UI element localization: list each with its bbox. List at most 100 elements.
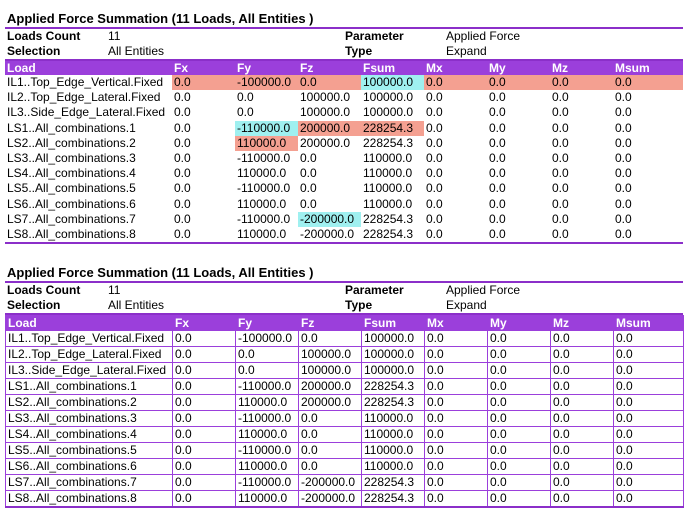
value-cell-fx: 0.0: [174, 120, 191, 135]
table-row: LS5..All_combinations.5 0.0 -110000.0 0.0 11…: [5, 181, 683, 196]
value-cell-mz: 0.0: [552, 196, 569, 211]
force-table-bordered: Load Fx Fy Fz Fsum Mx My Mz Msum IL1..Top_Edge_V…: [5, 315, 684, 508]
value-cell-my: 0.0: [489, 181, 506, 196]
value-cell-fy: -110000.0: [237, 211, 291, 226]
value-cell-fsum: 100000.0: [363, 105, 414, 120]
value-cell-fsum: 228254.3: [361, 490, 425, 508]
loads-count-value: 11: [108, 283, 121, 297]
value-cell-my: 0.0: [489, 196, 506, 211]
loads-count-label: Loads Count: [7, 29, 81, 43]
loads-count-value: 11: [108, 29, 121, 43]
value-cell-my: 0.0: [489, 226, 506, 241]
table-row: LS3..All_combinations.3 0.0 -110000.0 0.0 11…: [5, 151, 683, 166]
value-cell-fx: 0.0: [174, 166, 191, 181]
value-cell-mx: 0.0: [426, 90, 443, 105]
value-cell-fy: -110000.0: [237, 181, 291, 196]
table-row: IL2..Top_Edge_Lateral.Fixed 0.0 0.0 100000.…: [5, 90, 683, 105]
value-cell-fy: 0.0: [235, 346, 299, 363]
value-cell-mx: 0.0: [426, 211, 443, 226]
table-header-row: Load Fx Fy Fz Fsum Mx My Mz Msum: [5, 61, 683, 75]
value-cell-msum: 0.0: [615, 211, 632, 226]
load-name-cell: LS2..All_combinations.2: [5, 394, 173, 411]
value-cell-fx: 0.0: [174, 181, 191, 196]
column-header-fy: Fy: [235, 61, 298, 75]
load-name-cell: LS6..All_combinations.6: [5, 458, 173, 475]
column-header-my: My: [487, 315, 551, 331]
report-meta: Loads Count 11 Selection All Entities Pa…: [5, 29, 683, 61]
value-cell-mx: 0.0: [426, 166, 443, 181]
value-cell-fy: -110000.0: [237, 151, 291, 166]
load-name-cell: IL1..Top_Edge_Vertical.Fixed: [7, 75, 164, 90]
column-header-fx: Fx: [172, 61, 235, 75]
value-cell-fz: 0.0: [298, 410, 362, 427]
value-cell-fy: 0.0: [237, 105, 254, 120]
value-cell-fz: 200000.0: [300, 135, 351, 150]
value-cell-fy: 110000.0: [235, 394, 299, 411]
value-cell-mx: 0.0: [426, 120, 443, 135]
column-header-load: Load: [5, 315, 173, 331]
value-cell-msum: 0.0: [613, 394, 684, 411]
value-cell-fx: 0.0: [172, 474, 236, 491]
value-cell-fz: 100000.0: [298, 346, 362, 363]
value-cell-my: 0.0: [487, 346, 551, 363]
value-cell-fx: 0.0: [174, 135, 191, 150]
table-row: LS4..All_combinations.4 0.0 110000.0 0.0 110…: [5, 166, 683, 181]
value-cell-fy: -100000.0: [235, 330, 299, 347]
value-cell-mz: 0.0: [550, 378, 614, 395]
load-name-cell: IL3..Side_Edge_Lateral.Fixed: [7, 105, 166, 120]
table-row: LS2..All_combinations.2 0.0 110000.0 200000…: [5, 135, 683, 151]
value-cell-fz: 0.0: [300, 196, 317, 211]
value-cell-mz: 0.0: [552, 90, 569, 105]
value-cell-mz: 0.0: [550, 346, 614, 363]
value-cell-fx: 0.0: [172, 426, 236, 443]
load-name-cell: LS2..All_combinations.2: [7, 135, 136, 150]
column-header-msum: Msum: [613, 61, 683, 75]
value-cell-mz: 0.0: [552, 181, 569, 196]
value-cell-fx: 0.0: [172, 458, 236, 475]
value-cell-mz: 0.0: [550, 362, 614, 379]
value-cell-msum: 0.0: [613, 362, 684, 379]
value-cell-mz: 0.0: [552, 120, 569, 135]
value-cell-mx: 0.0: [424, 378, 488, 395]
value-cell-fsum: 110000.0: [361, 458, 425, 475]
value-cell-fz: 0.0: [298, 330, 362, 347]
table-row: IL1..Top_Edge_Vertical.Fixed 0.0 -100000.0…: [5, 330, 684, 347]
value-cell-mz: 0.0: [550, 442, 614, 459]
parameter-value: Applied Force: [446, 283, 521, 297]
parameter-value: Applied Force: [446, 29, 521, 43]
value-cell-msum: 0.0: [615, 226, 632, 241]
value-cell-fx: 0.0: [172, 346, 236, 363]
value-cell-my: 0.0: [489, 120, 506, 135]
value-cell-msum: 0.0: [613, 378, 684, 395]
table-row: IL1..Top_Edge_Vertical.Fixed 0.0 -100000.0…: [5, 75, 683, 91]
value-cell-fz: 0.0: [298, 426, 362, 443]
value-cell-mz: 0.0: [552, 105, 569, 120]
value-cell-fsum: 228254.3: [361, 378, 425, 395]
value-cell-fz: 0.0: [298, 458, 362, 475]
table-row: LS8..All_combinations.8 0.0 110000.0 -20000…: [5, 490, 684, 508]
value-cell-fx: 0.0: [172, 362, 236, 379]
report-title: Applied Force Summation (11 Loads, All E…: [5, 264, 683, 283]
value-cell-mz: 0.0: [550, 410, 614, 427]
value-cell-fsum: 110000.0: [363, 166, 413, 181]
value-cell-fsum: 110000.0: [363, 181, 413, 196]
value-cell-mz: 0.0: [552, 151, 569, 166]
value-cell-fz: 100000.0: [298, 362, 362, 379]
value-cell-mx: 0.0: [426, 181, 443, 196]
value-cell-mz: 0.0: [552, 135, 569, 150]
value-cell-fz: 200000.0: [298, 378, 362, 395]
column-header-mz: Mz: [550, 315, 614, 331]
type-label: Type: [345, 298, 373, 312]
value-cell-fz: 100000.0: [300, 90, 351, 105]
load-name-cell: LS6..All_combinations.6: [7, 196, 136, 211]
value-cell-msum: 0.0: [615, 196, 632, 211]
value-cell-msum: 0.0: [615, 166, 632, 181]
value-cell-mz: 0.0: [550, 474, 614, 491]
value-cell-fy: -110000.0: [235, 378, 299, 395]
column-header-fsum: Fsum: [361, 61, 424, 75]
value-cell-fy: -110000.0: [235, 410, 299, 427]
value-cell-fz: 0.0: [298, 75, 361, 91]
value-cell-fy: -110000.0: [235, 120, 298, 136]
value-cell-fsum: 110000.0: [361, 442, 425, 459]
value-cell-fsum: 228254.3: [361, 474, 425, 491]
